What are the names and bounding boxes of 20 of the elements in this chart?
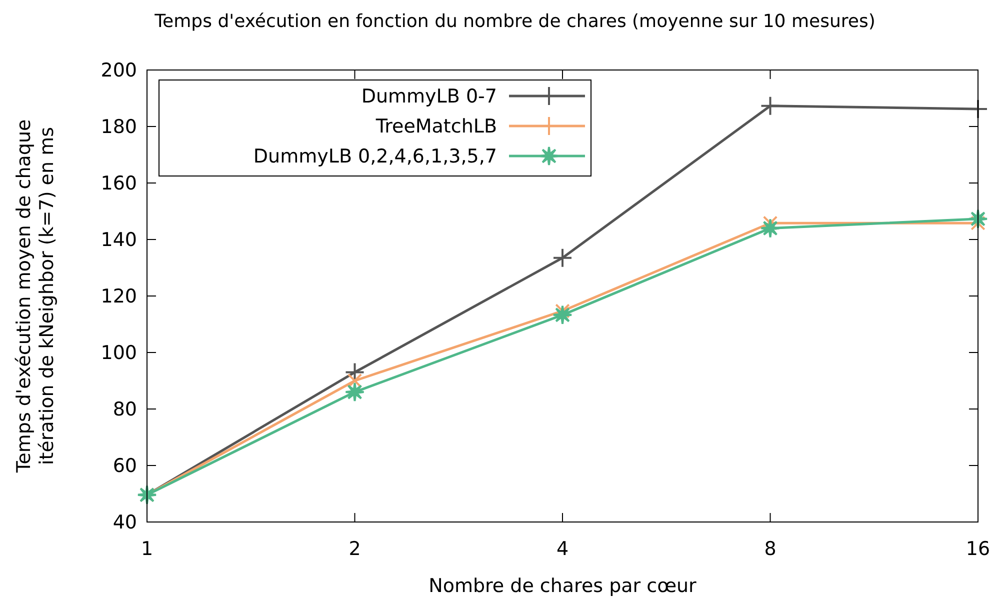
legend-label: TreeMatchLB (374, 116, 497, 138)
y-tick-label: 140 (100, 229, 137, 252)
x-tick-label: 1 (140, 538, 154, 560)
x-tick-label: 2 (348, 538, 361, 560)
y-tick-label: 120 (100, 286, 137, 308)
y-tick-label: 100 (100, 342, 137, 364)
y-tick-label: 180 (100, 116, 137, 138)
y-tick-label: 200 (100, 60, 137, 82)
legend-label: DummyLB 0,2,4,6,1,3,5,7 (253, 146, 497, 168)
chart-title: Temps d'exécution en fonction du nombre de chares (moyenne sur 10 mesures) (154, 11, 876, 32)
legend-label: DummyLB 0-7 (361, 86, 497, 108)
y-tick-label: 160 (100, 172, 137, 195)
y-axis-title: Temps d'exécution moyen de chaque itération de kNeighbor (k=7) en ms (13, 119, 58, 474)
y-tick-label: 40 (112, 512, 137, 534)
x-tick-label: 8 (764, 538, 776, 560)
x-tick-label: 4 (556, 538, 569, 560)
y-tick-label: 60 (112, 455, 137, 478)
y-tick-label: 80 (112, 398, 137, 421)
x-tick-label: 16 (966, 538, 990, 560)
x-axis-title: Nombre de chares par cœur (428, 575, 697, 597)
